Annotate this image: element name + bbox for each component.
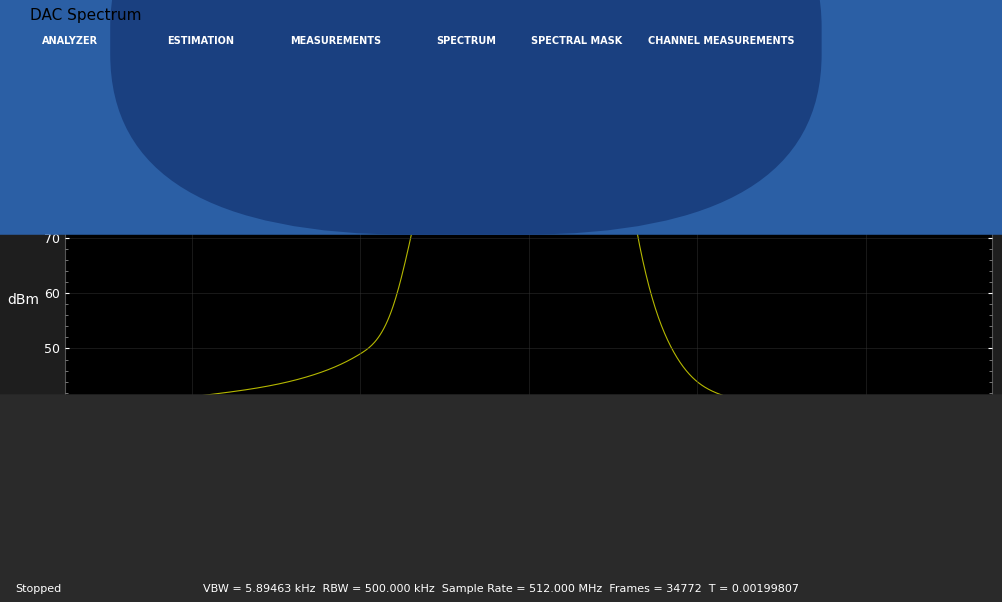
Text: Stopped: Stopped	[15, 584, 61, 594]
Text: SPECTRAL MASK: SPECTRAL MASK	[530, 36, 622, 46]
Text: SPECTRUM: SPECTRUM	[436, 36, 496, 46]
Text: VBW = 5.89463 kHz  RBW = 500.000 kHz  Sample Rate = 512.000 MHz  Frames = 34772 : VBW = 5.89463 kHz RBW = 500.000 kHz Samp…	[203, 584, 799, 594]
Text: CHANNEL MEASUREMENTS: CHANNEL MEASUREMENTS	[648, 36, 795, 46]
Text: ESTIMATION: ESTIMATION	[167, 36, 233, 46]
Text: DAC Spectrum: DAC Spectrum	[30, 8, 141, 22]
Y-axis label: dBm: dBm	[7, 293, 39, 307]
Text: ANALYZER: ANALYZER	[42, 36, 98, 46]
X-axis label: Frequency (MHz): Frequency (MHz)	[470, 565, 587, 579]
Text: MEASUREMENTS: MEASUREMENTS	[291, 36, 381, 46]
